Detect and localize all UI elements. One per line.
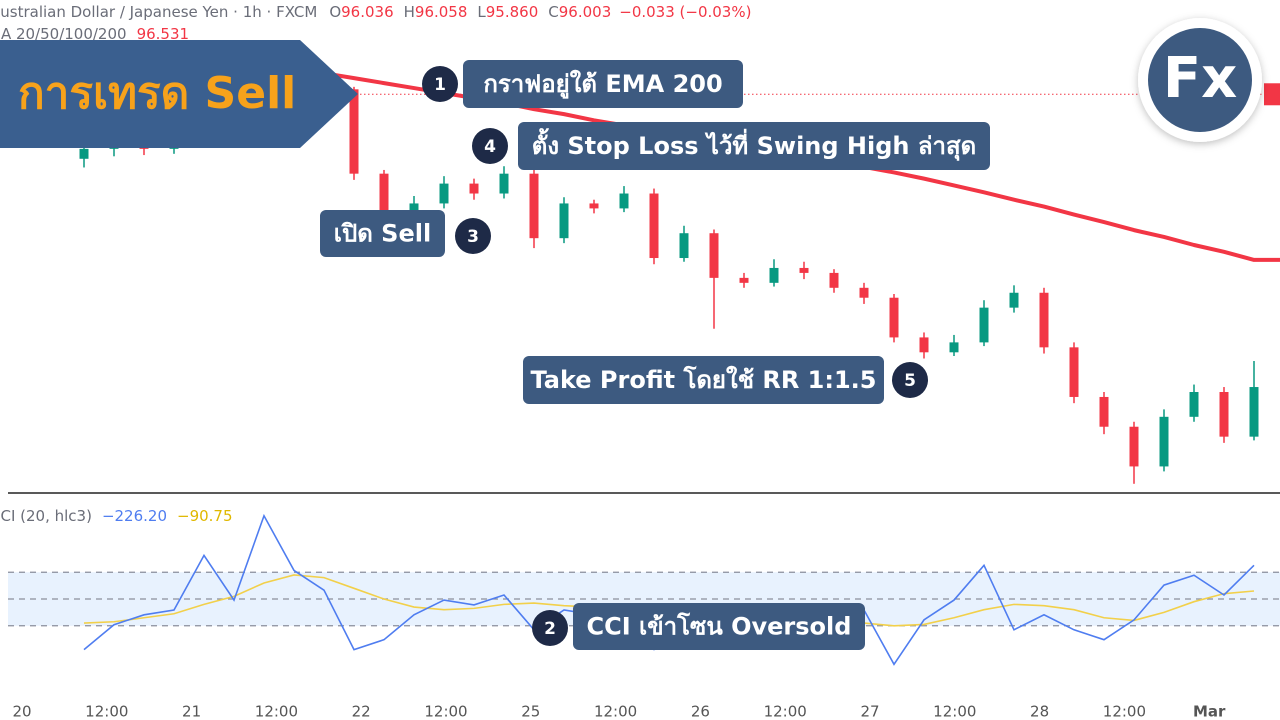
candle-body <box>349 89 359 174</box>
annotation-text: เปิด Sell <box>334 220 431 248</box>
candle-body <box>859 287 869 298</box>
candle-body <box>709 233 719 278</box>
x-tick-label: 21 <box>182 703 201 720</box>
candle-body <box>559 203 569 239</box>
change-value: −0.033 (−0.03%) <box>619 3 751 21</box>
annotation-badge <box>472 128 508 164</box>
annotation-badge <box>892 362 928 398</box>
x-tick-label: 20 <box>12 703 31 720</box>
ohlc-key: L <box>477 3 486 21</box>
x-tick-label: 12:00 <box>255 703 298 720</box>
candle-body <box>1219 392 1229 437</box>
candle-body <box>1129 426 1139 467</box>
candle-body <box>829 272 839 288</box>
cci-value: −226.20 <box>102 507 167 525</box>
candle-body <box>1159 416 1169 467</box>
candle-body <box>679 233 689 259</box>
banner-title: การเทรด Sell <box>18 68 296 119</box>
candle-body <box>589 203 599 209</box>
annotation-text: ตั้ง Stop Loss ไว้ที่ Swing High ล่าสุด <box>532 127 977 162</box>
chart-header: Australian Dollar / Japanese Yen · 1h · … <box>0 3 751 21</box>
ohlc-value: 96.003 <box>559 3 612 21</box>
annotation-badge <box>422 66 458 102</box>
x-tick-label: 12:00 <box>1103 703 1146 720</box>
ema-legend: MA 20/50/100/200 96.531 <box>0 25 189 43</box>
x-tick-label: 12:00 <box>764 703 807 720</box>
candle-body <box>649 193 659 259</box>
ohlc-key: H <box>404 3 415 21</box>
cci-legend: CCI (20, hlc3) −226.20 −90.75 <box>0 507 233 525</box>
candle-body <box>1039 292 1049 348</box>
ohlc-value: 95.860 <box>486 3 539 21</box>
annotation-box <box>463 60 743 108</box>
candle-body <box>919 337 929 353</box>
annotation-number: 1 <box>434 75 446 95</box>
symbol-title: Australian Dollar / Japanese Yen · 1h · … <box>0 3 317 21</box>
x-tick-label: 12:00 <box>594 703 637 720</box>
candle-body <box>1009 292 1019 308</box>
candle-body <box>979 307 989 343</box>
cci-label: CCI (20, hlc3) <box>0 507 92 525</box>
alert-tag <box>1264 83 1280 106</box>
candle-body <box>619 193 629 209</box>
candle-body <box>739 277 749 283</box>
x-tick-label: 12:00 <box>424 703 467 720</box>
x-tick-label: 22 <box>352 703 371 720</box>
annotation-number: 4 <box>484 137 496 157</box>
candle-body <box>799 267 809 273</box>
annotation-badge <box>455 218 491 254</box>
annotation-box <box>518 122 990 170</box>
candle-body <box>1249 387 1259 437</box>
banner-shape <box>0 40 358 148</box>
ema-value: 96.531 <box>137 25 190 43</box>
candle-body <box>949 342 959 353</box>
x-tick-label: 12:00 <box>85 703 128 720</box>
annotation-text: CCI เข้าโซน Oversold <box>587 612 852 641</box>
annotation-number: 3 <box>467 227 479 247</box>
cci-signal-value: −90.75 <box>177 507 233 525</box>
candle-body <box>79 148 89 159</box>
ohlc-key: C <box>548 3 558 21</box>
annotation-box <box>573 603 865 650</box>
annotation-number: 5 <box>904 371 916 391</box>
annotation-text: กราฟอยู่ใต้ EMA 200 <box>483 69 722 99</box>
annotation-box <box>320 210 445 257</box>
logo-text: Fx <box>1163 46 1237 111</box>
candle-body <box>439 183 449 204</box>
ema-label: MA 20/50/100/200 <box>0 25 127 43</box>
annotation-text: Take Profit โดยใช้ RR 1:1.5 <box>531 365 877 394</box>
candle-body <box>499 173 509 194</box>
candle-body <box>469 183 479 194</box>
candle-body <box>1099 396 1109 427</box>
ohlc-value: 96.058 <box>415 3 468 21</box>
x-tick-label: 27 <box>860 703 879 720</box>
candle-body <box>1069 347 1079 397</box>
x-tick-label: 25 <box>521 703 540 720</box>
ohlc-key: O <box>329 3 341 21</box>
ohlc-value: 96.036 <box>341 3 394 21</box>
candle-body <box>769 267 779 283</box>
annotation-badge <box>532 610 568 646</box>
x-tick-label: 12:00 <box>933 703 976 720</box>
annotation-number: 2 <box>544 619 556 639</box>
candle-body <box>529 173 539 239</box>
candle-body <box>889 297 899 338</box>
annotation-box <box>523 356 884 404</box>
x-tick-label: 28 <box>1030 703 1049 720</box>
logo-inner <box>1148 28 1252 132</box>
candle-body <box>1189 392 1199 417</box>
candle-body <box>379 173 389 239</box>
x-tick-label: 26 <box>691 703 710 720</box>
x-tick-label: Mar <box>1193 703 1226 720</box>
